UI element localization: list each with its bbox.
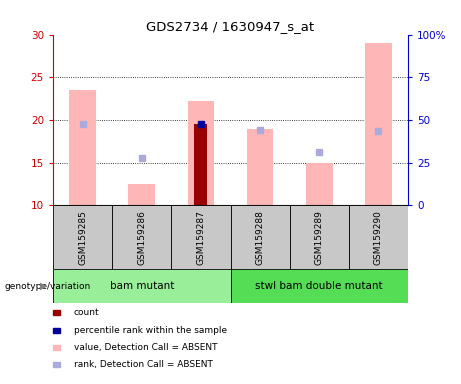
Bar — [365, 43, 392, 205]
Text: ▶: ▶ — [40, 281, 47, 291]
Bar — [188, 101, 214, 205]
Bar — [349, 205, 408, 269]
Bar — [112, 205, 171, 269]
Bar — [129, 184, 155, 205]
Bar — [247, 129, 273, 205]
Text: GSM159288: GSM159288 — [255, 210, 265, 265]
Bar — [306, 163, 332, 205]
Text: percentile rank within the sample: percentile rank within the sample — [74, 326, 227, 335]
Text: GSM159290: GSM159290 — [374, 210, 383, 265]
Text: GSM159287: GSM159287 — [196, 210, 206, 265]
Text: rank, Detection Call = ABSENT: rank, Detection Call = ABSENT — [74, 360, 213, 369]
Text: GSM159285: GSM159285 — [78, 210, 87, 265]
Text: GSM159289: GSM159289 — [315, 210, 324, 265]
Bar — [230, 269, 408, 303]
Bar — [195, 124, 207, 205]
Text: stwl bam double mutant: stwl bam double mutant — [255, 281, 383, 291]
Title: GDS2734 / 1630947_s_at: GDS2734 / 1630947_s_at — [147, 20, 314, 33]
Text: count: count — [74, 308, 100, 318]
Bar — [230, 205, 290, 269]
Bar — [53, 205, 112, 269]
Bar — [53, 269, 230, 303]
Text: bam mutant: bam mutant — [110, 281, 174, 291]
Bar — [171, 205, 230, 269]
Bar — [290, 205, 349, 269]
Text: GSM159286: GSM159286 — [137, 210, 146, 265]
Text: value, Detection Call = ABSENT: value, Detection Call = ABSENT — [74, 343, 217, 352]
Bar — [69, 90, 96, 205]
Text: genotype/variation: genotype/variation — [5, 281, 91, 291]
